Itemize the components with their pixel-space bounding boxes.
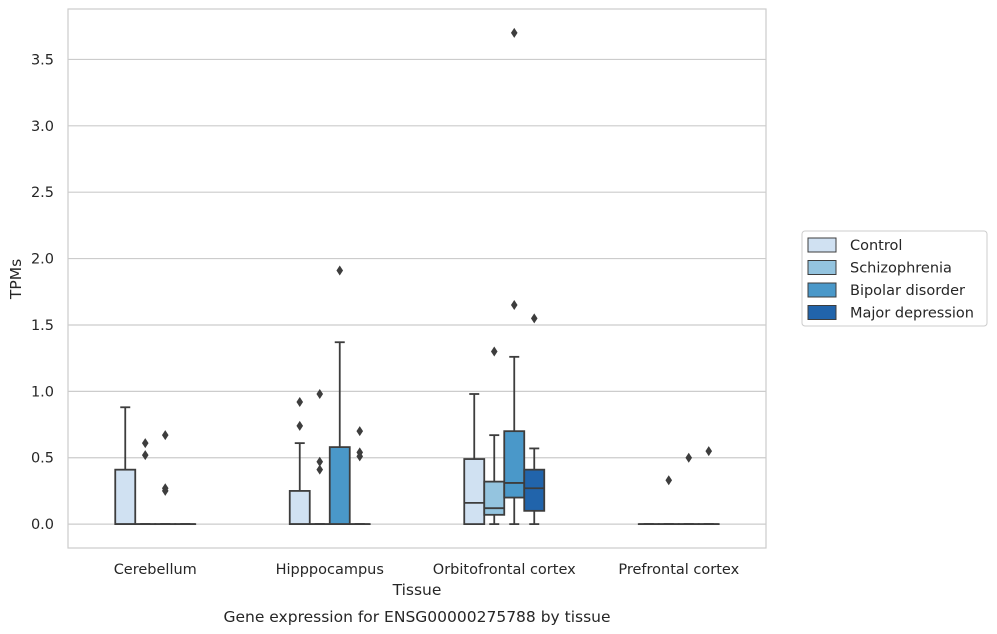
outlier-point xyxy=(510,300,518,311)
y-tick-labels: 0.0 0.5 1.0 1.5 2.0 2.5 3.0 3.5 xyxy=(31,52,54,533)
y-tick-label: 3.0 xyxy=(31,119,54,135)
y-axis-label: TPMs xyxy=(7,259,25,300)
box-iqr xyxy=(523,468,546,512)
outlier-point xyxy=(296,396,304,407)
box-iqr xyxy=(463,458,486,526)
legend-label: Major depression xyxy=(850,306,974,322)
outlier-point xyxy=(336,265,344,276)
outlier-point xyxy=(530,313,538,324)
chart-caption: Gene expression for ENSG00000275788 by t… xyxy=(223,608,610,626)
y-tick-label: 3.5 xyxy=(31,52,54,68)
box-group xyxy=(308,389,331,526)
legend-swatch xyxy=(807,305,837,320)
outlier-point xyxy=(356,426,364,437)
box-group xyxy=(503,27,526,526)
outlier-point xyxy=(296,420,304,431)
legend-label: Control xyxy=(850,238,902,254)
legend-frame xyxy=(801,230,988,327)
y-tick-label: 2.5 xyxy=(31,185,54,201)
box-group xyxy=(523,313,546,526)
legend-swatch xyxy=(807,237,837,253)
outlier-point xyxy=(705,446,713,457)
legend-swatch xyxy=(807,282,837,298)
outlier-point xyxy=(161,485,169,496)
x-axis-label: Tissue xyxy=(392,581,442,599)
legend-label: Schizophrenia xyxy=(850,261,952,277)
box-group xyxy=(677,452,700,526)
plot-area-frame xyxy=(67,8,767,549)
box-group xyxy=(134,438,157,526)
box-iqr xyxy=(114,468,137,526)
x-tick-label: Prefrontal cortex xyxy=(618,562,739,578)
outlier-point xyxy=(510,27,518,38)
x-tick-label: Hipppocampus xyxy=(276,562,384,578)
box-group xyxy=(657,475,680,526)
y-tick-label: 0.5 xyxy=(31,451,54,467)
y-tick-label: 0.0 xyxy=(31,517,54,533)
y-tick-label: 1.0 xyxy=(31,384,54,400)
legend-label: Bipolar disorder xyxy=(850,283,965,299)
outlier-point xyxy=(141,438,149,449)
box-iqr xyxy=(288,490,311,526)
box-elements xyxy=(114,27,720,526)
outlier-point xyxy=(161,430,169,441)
outlier-point xyxy=(665,475,673,486)
box-group xyxy=(463,393,486,526)
box-group xyxy=(328,265,351,526)
box-group xyxy=(288,396,311,526)
legend: Control Schizophrenia Bipolar disorder Majo… xyxy=(801,230,988,327)
outlier-point xyxy=(141,450,149,461)
box-iqr xyxy=(483,480,506,516)
outlier-point xyxy=(490,346,498,357)
box-iqr xyxy=(328,446,351,526)
y-tick-label: 1.5 xyxy=(31,318,54,334)
box-group xyxy=(483,346,506,526)
outlier-point xyxy=(316,456,324,467)
box-group xyxy=(697,446,720,526)
legend-swatch xyxy=(807,260,837,275)
outlier-point xyxy=(316,464,324,475)
grid-lines xyxy=(68,58,766,525)
box-iqr xyxy=(503,430,526,499)
box-group xyxy=(114,406,137,526)
x-tick-labels: Cerebellum Hipppocampus Orbitofrontal cort… xyxy=(114,562,740,578)
y-tick-label: 2.0 xyxy=(31,252,54,268)
x-tick-label: Cerebellum xyxy=(114,562,197,578)
x-tick-label: Orbitofrontal cortex xyxy=(433,562,576,578)
box-group xyxy=(154,430,177,526)
outlier-point xyxy=(356,451,364,462)
outlier-point xyxy=(316,389,324,399)
box-group xyxy=(348,426,371,526)
outlier-point xyxy=(685,452,693,463)
